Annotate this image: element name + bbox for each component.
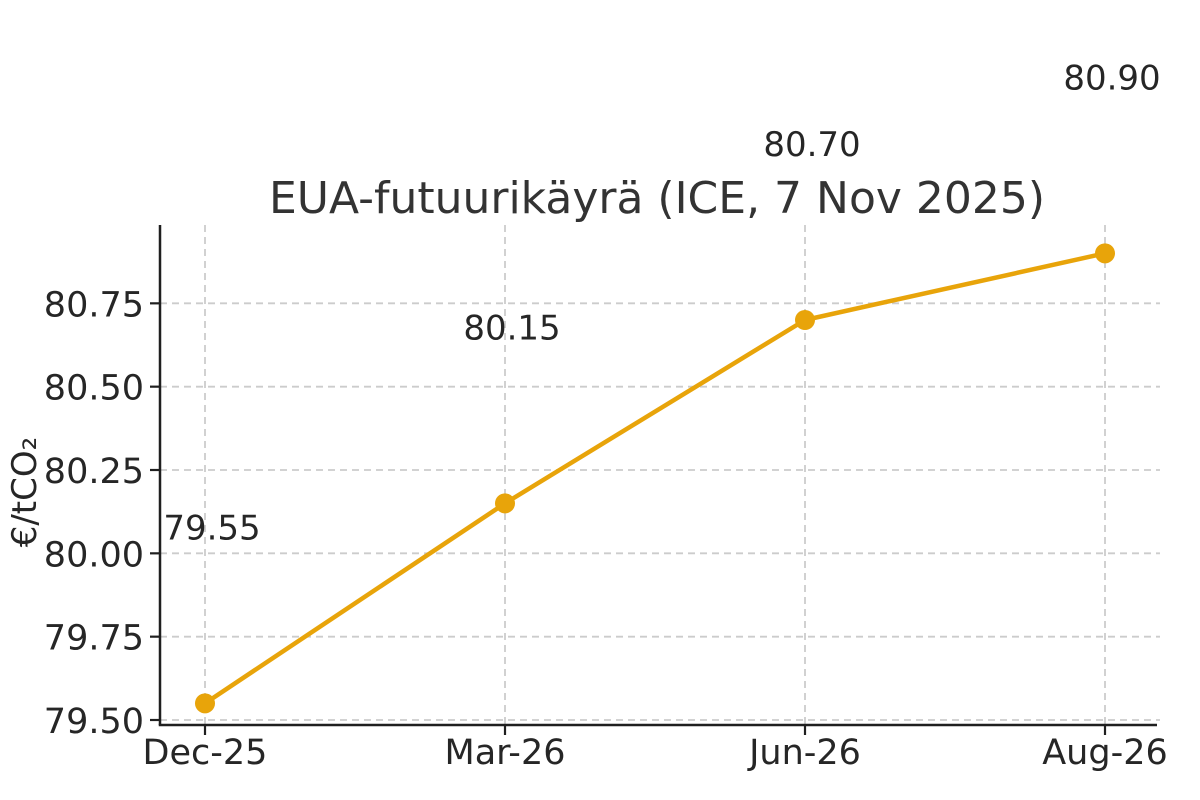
grid-layer xyxy=(160,225,1160,725)
x-tick-label: Dec-25 xyxy=(143,733,268,773)
series-layer xyxy=(195,243,1115,714)
y-tick-label: 80.50 xyxy=(44,369,144,409)
x-tick-label: Mar-26 xyxy=(445,733,566,773)
data-point-marker xyxy=(1095,243,1115,264)
y-tick-label: 80.00 xyxy=(44,535,144,575)
data-point-label: 79.55 xyxy=(163,508,260,548)
axes-layer: 79.50 79.75 80.00 80.25 80.50 80.75 Dec-25 Mar-… xyxy=(44,225,1168,773)
data-point-label: 80.15 xyxy=(463,308,560,348)
data-point-marker xyxy=(795,310,815,330)
data-point-label: 80.70 xyxy=(763,125,860,165)
y-tick-label: 79.75 xyxy=(44,619,144,659)
x-tick-label: Aug-26 xyxy=(1042,733,1168,773)
chart-title: EUA-futuurikäyrä (ICE, 7 Nov 2025) xyxy=(269,173,1045,224)
data-point-marker xyxy=(195,693,215,714)
data-labels-layer: 79.55 80.15 80.70 80.90 xyxy=(163,58,1160,548)
y-axis-title: €/tCO₂ xyxy=(5,437,45,548)
data-point-label: 80.90 xyxy=(1063,58,1160,98)
y-tick-label: 80.25 xyxy=(44,452,144,492)
y-tick-label: 79.50 xyxy=(44,702,144,742)
x-tick-label: Jun-26 xyxy=(747,733,861,773)
data-point-marker xyxy=(495,493,515,514)
y-tick-label: 80.75 xyxy=(44,285,144,325)
price-line-series xyxy=(202,251,1108,706)
